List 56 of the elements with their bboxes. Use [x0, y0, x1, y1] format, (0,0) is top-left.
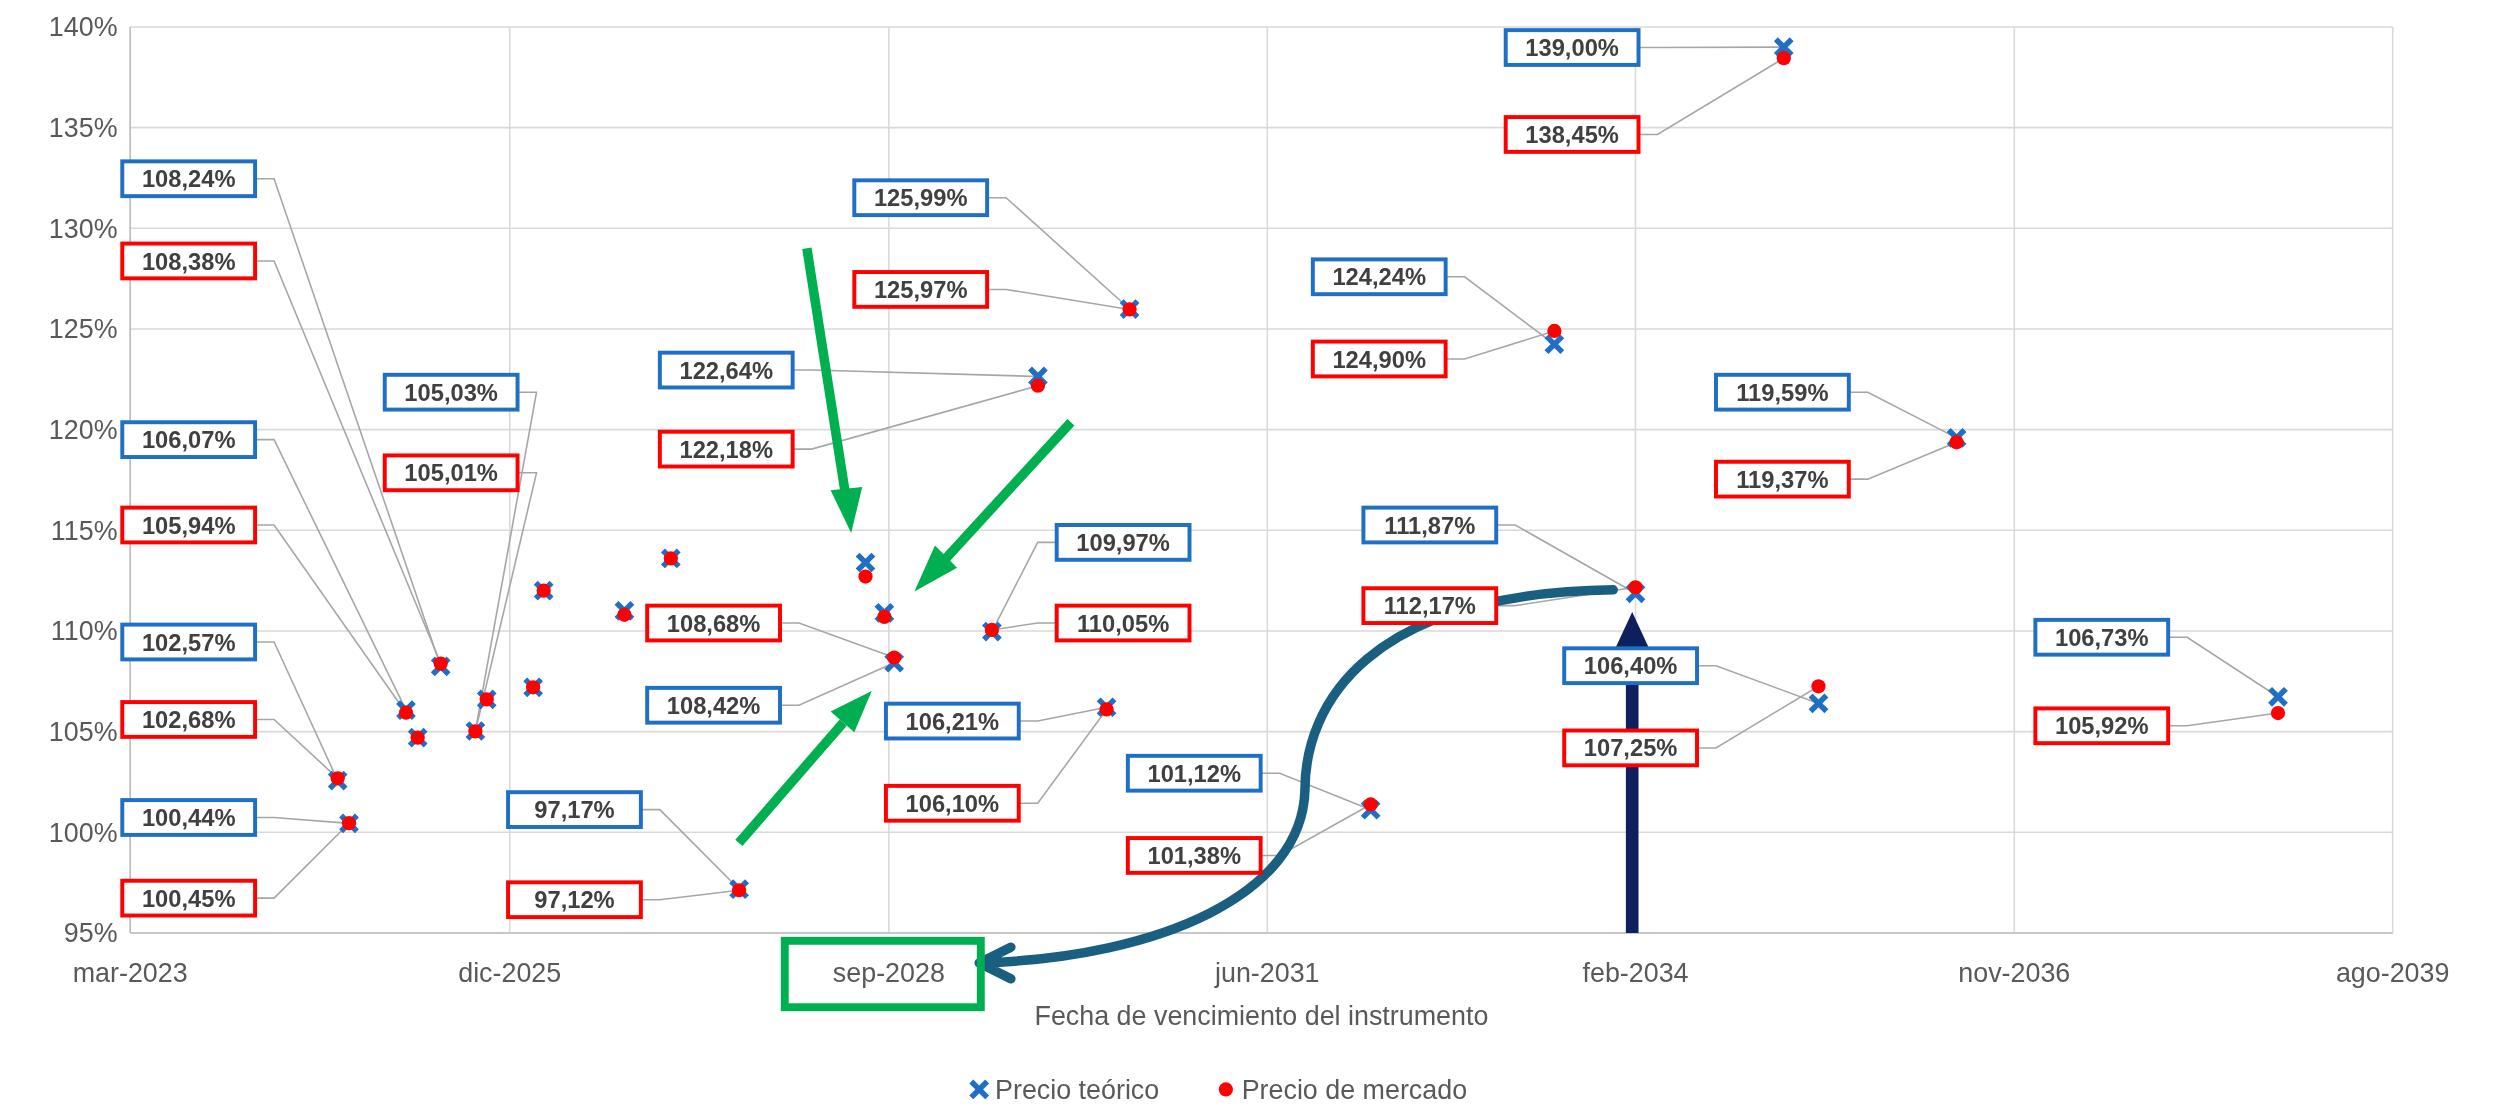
- data-label: 110,05%: [1076, 610, 1170, 637]
- data-label: 105,01%: [404, 460, 498, 487]
- x-tick-label: sep-2028: [832, 957, 945, 988]
- data-label: 106,40%: [1583, 653, 1678, 680]
- data-label: 139,00%: [1525, 35, 1619, 62]
- data-label: 100,45%: [141, 885, 236, 912]
- y-tick-label: 100%: [48, 817, 118, 848]
- data-label: 102,68%: [141, 707, 236, 734]
- legend-label: Precio de mercado: [1241, 1074, 1468, 1105]
- data-label: 106,10%: [905, 790, 1000, 817]
- data-label: 109,97%: [1076, 529, 1170, 556]
- x-axis-title: Fecha de vencimiento del instrumento: [1034, 1000, 1489, 1031]
- y-tick-label: 135%: [48, 113, 118, 144]
- y-tick-label: 95%: [63, 918, 118, 949]
- data-label: 108,42%: [666, 692, 761, 719]
- x-tick-label: jun-2031: [1214, 957, 1320, 988]
- data-label: 125,99%: [873, 185, 968, 212]
- data-label: 105,94%: [141, 512, 236, 539]
- data-label: 122,64%: [679, 357, 774, 384]
- x-tick-label: feb-2034: [1582, 957, 1689, 988]
- y-tick-label: 125%: [48, 314, 118, 345]
- data-label: 108,24%: [141, 166, 236, 193]
- data-label: 106,21%: [905, 708, 1000, 735]
- y-tick-label: 110%: [50, 616, 118, 647]
- data-label: 106,73%: [2054, 624, 2149, 651]
- y-tick-label: 120%: [48, 415, 118, 446]
- data-label: 102,57%: [141, 629, 236, 656]
- y-tick-label: 130%: [48, 213, 118, 244]
- data-label: 124,90%: [1332, 346, 1427, 373]
- y-tick-label: 115%: [50, 515, 118, 546]
- data-label: 119,59%: [1736, 379, 1829, 406]
- data-label: 101,38%: [1147, 842, 1242, 869]
- data-label: 119,37%: [1736, 466, 1829, 493]
- data-label: 125,97%: [873, 276, 968, 303]
- y-tick-label: 140%: [48, 12, 118, 43]
- data-label: 97,12%: [534, 887, 615, 914]
- data-label: 124,24%: [1332, 264, 1427, 291]
- data-label: 97,17%: [534, 797, 615, 824]
- data-label: 105,92%: [2054, 713, 2149, 740]
- data-label: 101,12%: [1147, 760, 1242, 787]
- data-label: 108,68%: [666, 610, 761, 637]
- data-label: 100,44%: [141, 805, 236, 832]
- data-label: 107,25%: [1583, 735, 1678, 762]
- data-label: 105,03%: [404, 379, 498, 406]
- x-tick-label: dic-2025: [458, 957, 562, 988]
- data-label: 108,38%: [141, 248, 236, 275]
- legend-label: Precio teórico: [995, 1074, 1160, 1105]
- x-tick-label: ago-2039: [2335, 957, 2450, 988]
- data-label: 122,18%: [679, 436, 774, 463]
- x-tick-label: nov-2036: [1958, 957, 2071, 988]
- data-label: 112,17%: [1383, 593, 1476, 620]
- data-label: 106,07%: [141, 427, 236, 454]
- data-label: 138,45%: [1525, 122, 1619, 149]
- data-label: 111,87%: [1384, 512, 1476, 539]
- y-tick-label: 105%: [48, 717, 118, 748]
- x-tick-label: mar-2023: [72, 957, 188, 988]
